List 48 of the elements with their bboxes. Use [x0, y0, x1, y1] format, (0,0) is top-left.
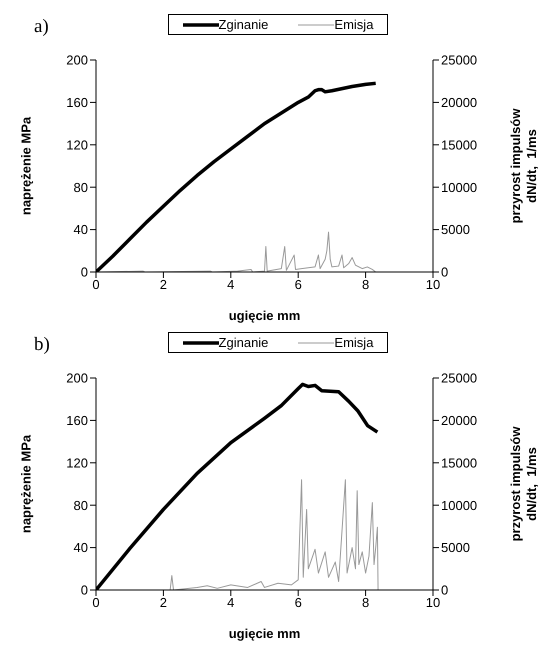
y-tick-label: 80 — [74, 180, 88, 195]
y-axis-title: naprężenie MPa — [18, 434, 34, 534]
y-tick-label: 200 — [66, 370, 88, 386]
x-tick-label: 4 — [227, 595, 234, 610]
text: b) — [34, 334, 50, 356]
y2-tick-label: 15000 — [441, 137, 478, 152]
y-tick-label: 160 — [66, 95, 88, 110]
x-axis-title: ugięcie mm — [228, 308, 300, 323]
x-tick-label: 10 — [426, 277, 440, 292]
y2-tick-label: 0 — [441, 582, 448, 598]
x-tick-label: 8 — [362, 595, 370, 610]
x-tick-label: 4 — [227, 277, 234, 292]
y2-tick-label: 25000 — [441, 52, 478, 68]
legend-label: Zginanie — [218, 335, 268, 350]
x-tick-label: 2 — [160, 595, 168, 610]
x-tick-label: 2 — [160, 277, 168, 292]
y-tick-label: 40 — [74, 222, 88, 238]
text: a) — [34, 16, 49, 38]
y-tick-label: 200 — [66, 52, 88, 68]
y-tick-label: 0 — [80, 264, 88, 280]
y2-tick-label: 20000 — [441, 95, 478, 110]
x-axis-title: ugięcie mm — [228, 626, 300, 641]
y2-tick-label: 15000 — [441, 455, 478, 470]
y2-tick-label: 5000 — [441, 222, 470, 238]
x-tick-label: 0 — [92, 277, 100, 292]
y-tick-label: 160 — [66, 413, 88, 428]
x-tick-label: 0 — [92, 595, 100, 610]
legend-label: Zginanie — [218, 17, 268, 32]
y-tick-label: 80 — [74, 498, 88, 513]
y2-axis-title: przyrost impulsów dN/dt, 1/ms — [508, 108, 539, 224]
x-tick-label: 6 — [294, 277, 302, 292]
y-tick-label: 120 — [66, 455, 88, 470]
x-tick-label: 8 — [362, 277, 370, 292]
y-tick-label: 0 — [80, 582, 88, 598]
y-tick-label: 40 — [74, 540, 88, 556]
y2-tick-label: 25000 — [441, 370, 478, 386]
y2-axis-title: przyrost impulsów dN/dt, 1/ms — [508, 426, 539, 542]
x-tick-label: 10 — [426, 595, 440, 610]
y2-tick-label: 10000 — [441, 180, 478, 195]
y2-tick-label: 20000 — [441, 413, 478, 428]
y2-tick-label: 10000 — [441, 498, 478, 513]
legend-label: Emisja — [334, 17, 374, 32]
y-axis-title: naprężenie MPa — [18, 116, 34, 216]
y-tick-label: 120 — [66, 137, 88, 152]
legend-label: Emisja — [334, 335, 374, 350]
y2-tick-label: 0 — [441, 264, 448, 280]
x-tick-label: 6 — [294, 595, 302, 610]
y2-tick-label: 5000 — [441, 540, 470, 556]
